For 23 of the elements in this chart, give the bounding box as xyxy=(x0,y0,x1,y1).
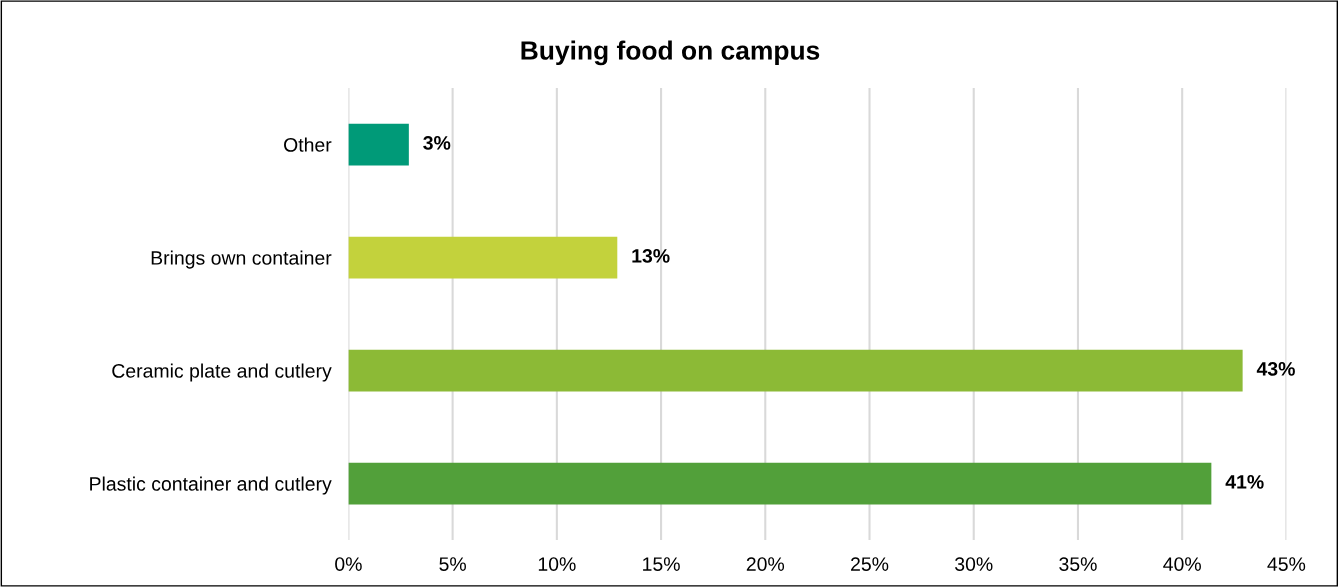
bar xyxy=(348,123,409,166)
bar xyxy=(348,236,618,279)
x-tick-label: 20% xyxy=(746,557,785,571)
x-tick-label: 5% xyxy=(439,557,466,571)
data-label: 13% xyxy=(632,249,670,263)
data-label: 41% xyxy=(1225,475,1264,489)
x-tick-label: 25% xyxy=(851,557,889,571)
chart-title: Buying food on campus xyxy=(521,40,820,66)
x-tick-label: 45% xyxy=(1267,557,1306,571)
x-tick-label: 10% xyxy=(538,557,576,571)
bar xyxy=(348,349,1243,392)
y-tick-label: Plastic container and cutlery xyxy=(90,476,332,495)
data-label: 43% xyxy=(1256,361,1295,376)
data-label: 3% xyxy=(423,136,451,150)
x-tick-label: 35% xyxy=(1059,557,1097,571)
y-tick-label: Other xyxy=(284,137,332,152)
x-tick-label: 15% xyxy=(643,557,680,571)
x-tick-label: 30% xyxy=(955,557,993,571)
bar xyxy=(348,462,1212,505)
x-tick-label: 40% xyxy=(1163,557,1201,571)
x-tick-label: 0% xyxy=(335,557,362,571)
y-tick-label: Ceramic plate and cutlery xyxy=(112,363,332,382)
y-tick-label: Brings own container xyxy=(151,250,332,269)
